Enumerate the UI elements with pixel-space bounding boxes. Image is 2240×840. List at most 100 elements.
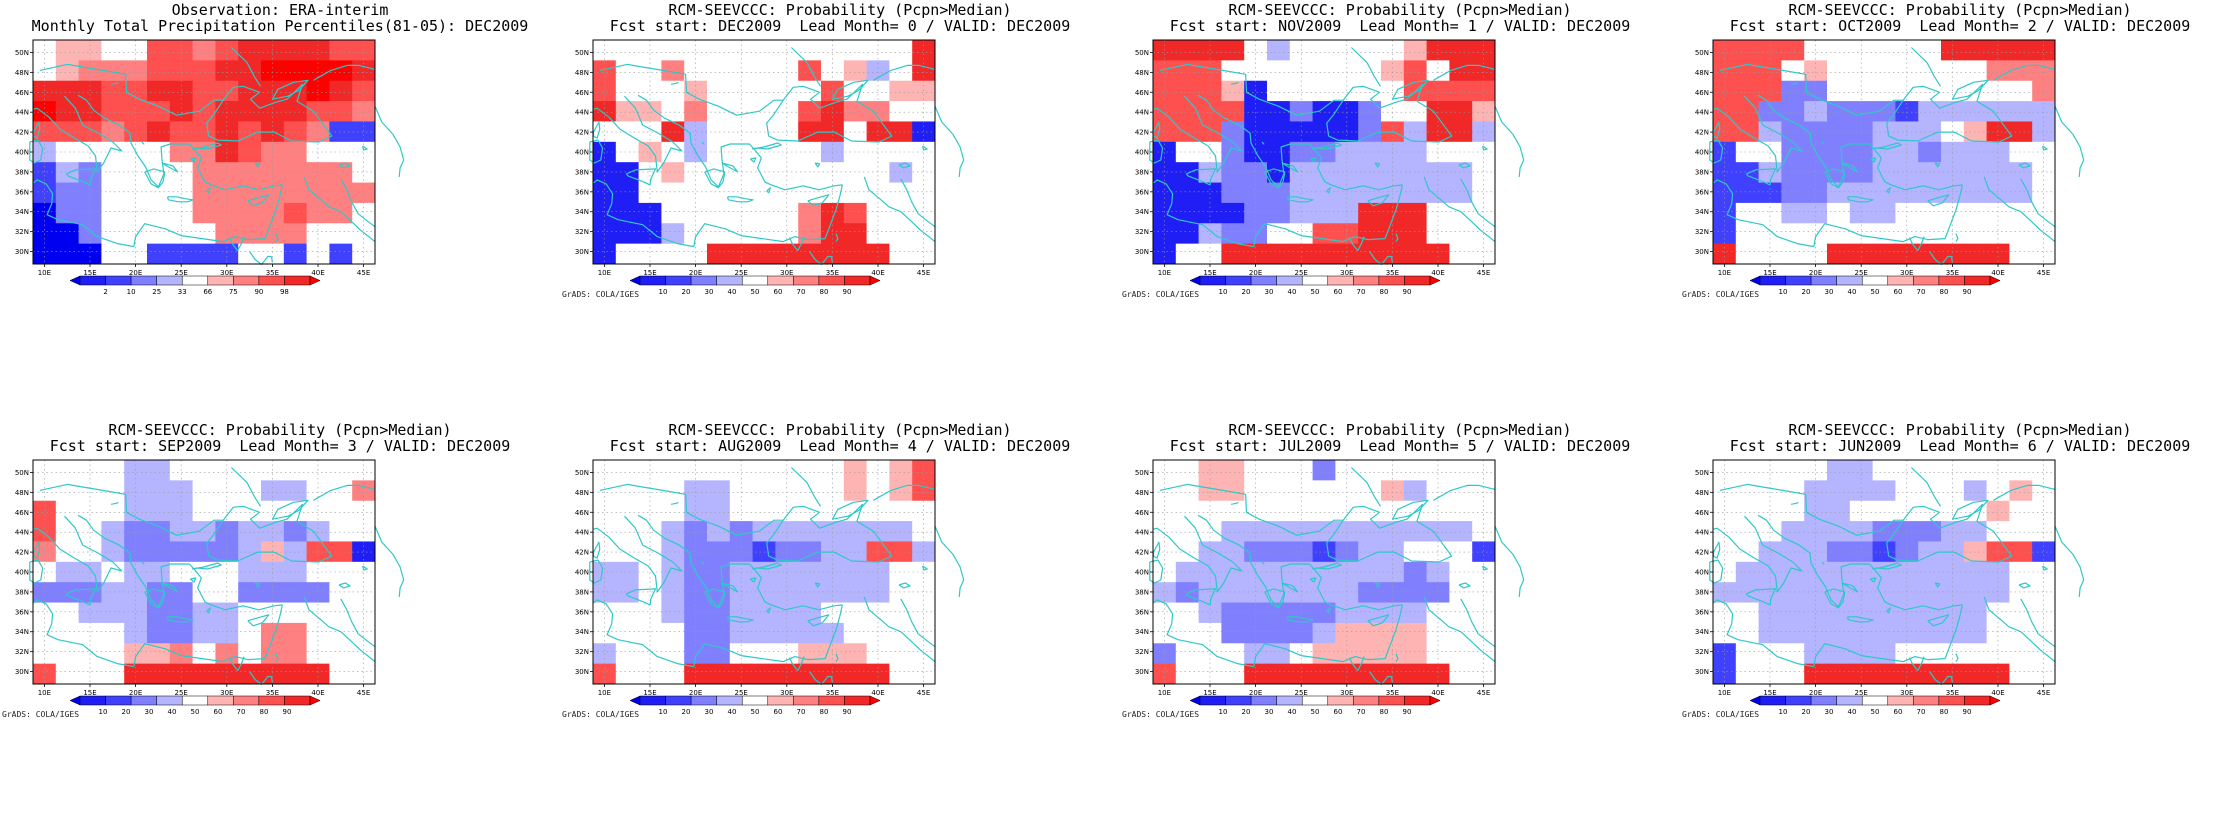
grid-cell — [147, 561, 171, 583]
colorbar-swatch — [741, 275, 769, 286]
grid-cell — [1872, 223, 1896, 245]
grid-cell — [147, 223, 171, 245]
grid-cell — [1963, 460, 1987, 481]
lon-tick-label: 40E — [1991, 269, 2004, 277]
grid-cell — [1986, 663, 2010, 685]
coastline — [144, 168, 166, 189]
grid-cell — [821, 202, 845, 224]
coastline — [831, 79, 869, 100]
panel-title-line1: RCM-SEEVCCC: Probability (Pcpn>Median) — [1788, 1, 2132, 19]
coastline — [2042, 145, 2048, 151]
colorbar-label: 70 — [1357, 708, 1366, 716]
lat-tick-label: 42N — [1695, 549, 1709, 557]
grid-cell — [661, 602, 685, 624]
grid-cell — [1426, 60, 1450, 82]
grid-cell — [1849, 622, 1873, 644]
colorbar-label: 20 — [1242, 288, 1251, 296]
grid-cell — [1175, 141, 1199, 163]
grid-cell — [352, 141, 376, 163]
colorbar-label: 66 — [203, 288, 212, 296]
grid-cell — [684, 182, 708, 204]
grid-cell — [889, 602, 913, 624]
grid-cell — [2009, 663, 2033, 685]
grid-cell — [1221, 582, 1245, 603]
grid-cell — [1804, 162, 1828, 183]
grid-cell — [615, 500, 639, 522]
coastline — [670, 501, 679, 505]
lon-tick-label: 25E — [735, 689, 748, 697]
lat-tick-label: 46N — [1695, 509, 1709, 517]
grid-cell — [1358, 582, 1382, 603]
grid-cell — [798, 500, 822, 522]
grid-cell — [1895, 480, 1919, 502]
grid-cell — [593, 141, 617, 163]
grid-cell — [1244, 582, 1268, 603]
grid-cell — [1175, 663, 1199, 685]
grid-cell — [1221, 40, 1245, 61]
grid-cell — [215, 500, 239, 522]
grid-cell — [615, 643, 639, 665]
lat-tick-label: 34N — [575, 628, 589, 636]
colorbar-swatch — [690, 695, 717, 706]
grid-cell — [2009, 500, 2033, 522]
grid-cell — [729, 182, 753, 204]
grid-cell — [1153, 121, 1177, 143]
grid-cell — [1358, 162, 1382, 183]
coastline — [1357, 236, 1365, 251]
grid-cell — [1335, 602, 1359, 624]
grid-cell — [1312, 663, 1336, 685]
grid-cell — [1918, 60, 1942, 82]
grid-cell — [306, 622, 330, 644]
grid-cell — [1849, 541, 1873, 563]
grid-cell — [1872, 243, 1896, 265]
grid-cell — [1289, 480, 1313, 502]
grid-cell — [215, 521, 239, 542]
colorbar-swatch — [1964, 695, 1991, 706]
coastline — [900, 178, 936, 228]
grid-cell — [147, 182, 171, 204]
grid-cell — [1758, 602, 1782, 624]
grid-cell — [707, 622, 731, 644]
lon-tick-label: 15E — [1203, 689, 1216, 697]
colorbar-label: 60 — [774, 288, 783, 296]
colorbar-high-arrow — [1989, 275, 2001, 286]
colorbar-swatch — [793, 275, 820, 286]
grid-cell — [1804, 622, 1828, 644]
colorbar-high-arrow — [869, 695, 881, 706]
grid-cell — [1963, 602, 1987, 624]
lon-tick-label: 20E — [1249, 269, 1262, 277]
colorbar-swatch — [1785, 695, 1812, 706]
coastline — [1374, 162, 1381, 168]
coastline — [1391, 499, 1429, 520]
grid-cell — [147, 202, 171, 224]
coastline — [65, 588, 97, 606]
lon-tick-label: 35E — [1946, 269, 1959, 277]
grid-cell — [33, 561, 57, 583]
grid-cell — [2032, 561, 2056, 583]
grid-cell — [821, 480, 845, 502]
coastline — [625, 588, 657, 606]
colorbar-label: 70 — [797, 288, 806, 296]
colorbar-label: 40 — [1288, 288, 1297, 296]
colorbar-label: 50 — [751, 708, 760, 716]
grid-cell — [1941, 582, 1965, 603]
coastlines — [29, 47, 405, 266]
grads-credit: GrADS: COLA/IGES — [1682, 290, 1760, 299]
grid-cell — [238, 643, 262, 665]
lon-tick-label: 35E — [1946, 689, 1959, 697]
grid-cell — [1849, 162, 1873, 183]
colorbar-label: 90 — [254, 288, 263, 296]
lat-tick-label: 46N — [1135, 89, 1149, 97]
grid-cell — [798, 202, 822, 224]
grid-cell — [169, 243, 193, 265]
lon-tick-label: 45E — [357, 689, 370, 697]
coastline — [1983, 176, 2056, 243]
grid-cell — [124, 622, 148, 644]
grid-cell — [661, 223, 685, 245]
grid-cell — [661, 101, 685, 122]
grid-cell — [752, 223, 776, 245]
grid-cell — [889, 101, 913, 122]
grid-cell — [1267, 141, 1291, 163]
coastline — [797, 656, 805, 671]
lat-tick-label: 32N — [15, 648, 29, 656]
